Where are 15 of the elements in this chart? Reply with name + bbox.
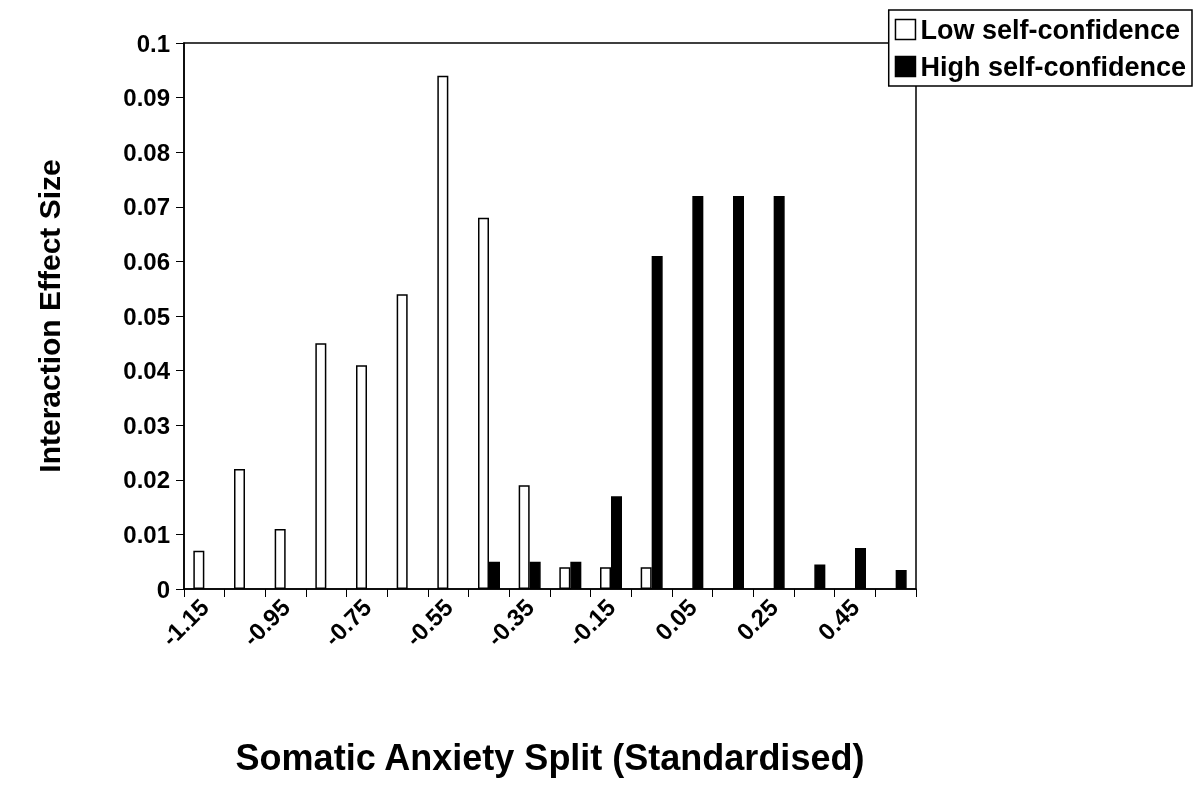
y-tick-label: 0.1 bbox=[136, 29, 170, 57]
y-tick-label: 0.02 bbox=[123, 466, 170, 494]
y-tick-label: 0.05 bbox=[123, 302, 170, 330]
y-tick-label: 0.01 bbox=[123, 520, 170, 548]
y-tick-label: 0.07 bbox=[123, 193, 170, 221]
legend-label: High self-confidence bbox=[920, 51, 1186, 82]
y-tick-label: 0.04 bbox=[123, 357, 171, 385]
y-tick-label: 0.09 bbox=[123, 84, 170, 112]
x-axis-title: Somatic Anxiety Split (Standardised) bbox=[235, 736, 865, 778]
y-tick-label: 0.03 bbox=[123, 411, 170, 439]
y-tick-label: 0 bbox=[156, 575, 170, 603]
y-axis-title: Interaction Effect Size bbox=[32, 159, 66, 473]
y-tick-label: 0.06 bbox=[123, 247, 170, 275]
y-tick-label: 0.08 bbox=[123, 138, 170, 166]
legend-label: Low self-confidence bbox=[920, 14, 1181, 45]
